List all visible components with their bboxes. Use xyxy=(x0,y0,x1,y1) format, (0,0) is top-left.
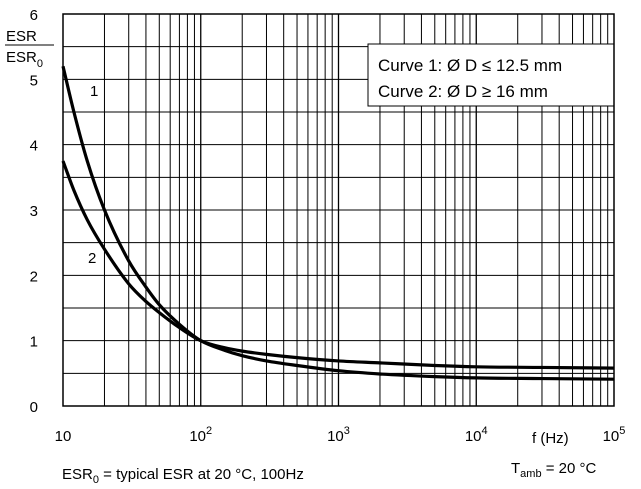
footnote-tamb: Tamb = 20 °C xyxy=(511,460,597,480)
x-tick-label: 103 xyxy=(327,425,350,445)
x-tick-label: 10 xyxy=(55,428,72,445)
legend-curve-2: Curve 2: Ø D ≥ 16 mm xyxy=(378,82,548,101)
y-tick-label: 2 xyxy=(30,268,38,285)
x-tick-label: 102 xyxy=(189,425,212,445)
plot-frame xyxy=(62,13,615,407)
legend-box xyxy=(367,43,615,107)
y-label-numerator: ESR xyxy=(6,28,37,45)
curve-2-label: 2 xyxy=(88,250,96,267)
footnote-esr0: ESR0 = typical ESR at 20 °C, 100Hz xyxy=(62,466,304,486)
x-tick-label: 104 xyxy=(465,425,488,445)
y-label-denominator: ESR0 xyxy=(6,49,43,70)
curve-1 xyxy=(61,65,615,381)
curve-2 xyxy=(61,160,615,370)
x-tick-label: 105 xyxy=(603,425,626,445)
y-tick-labels: 0 1 2 3 4 5 6 xyxy=(30,7,38,416)
y-tick-label: 4 xyxy=(30,138,38,155)
x-tick-labels: 10 102 103 104 105 xyxy=(55,425,626,445)
y-tick-label: 6 xyxy=(30,7,38,24)
y-tick-label: 5 xyxy=(30,72,38,89)
y-tick-label: 0 xyxy=(30,399,38,416)
x-axis-label: f (Hz) xyxy=(532,430,569,447)
curve-1-label: 1 xyxy=(90,83,98,100)
legend-curve-1: Curve 1: Ø D ≤ 12.5 mm xyxy=(378,56,562,75)
y-tick-label: 3 xyxy=(30,203,38,220)
y-tick-label: 1 xyxy=(30,334,38,351)
curves xyxy=(61,65,615,381)
